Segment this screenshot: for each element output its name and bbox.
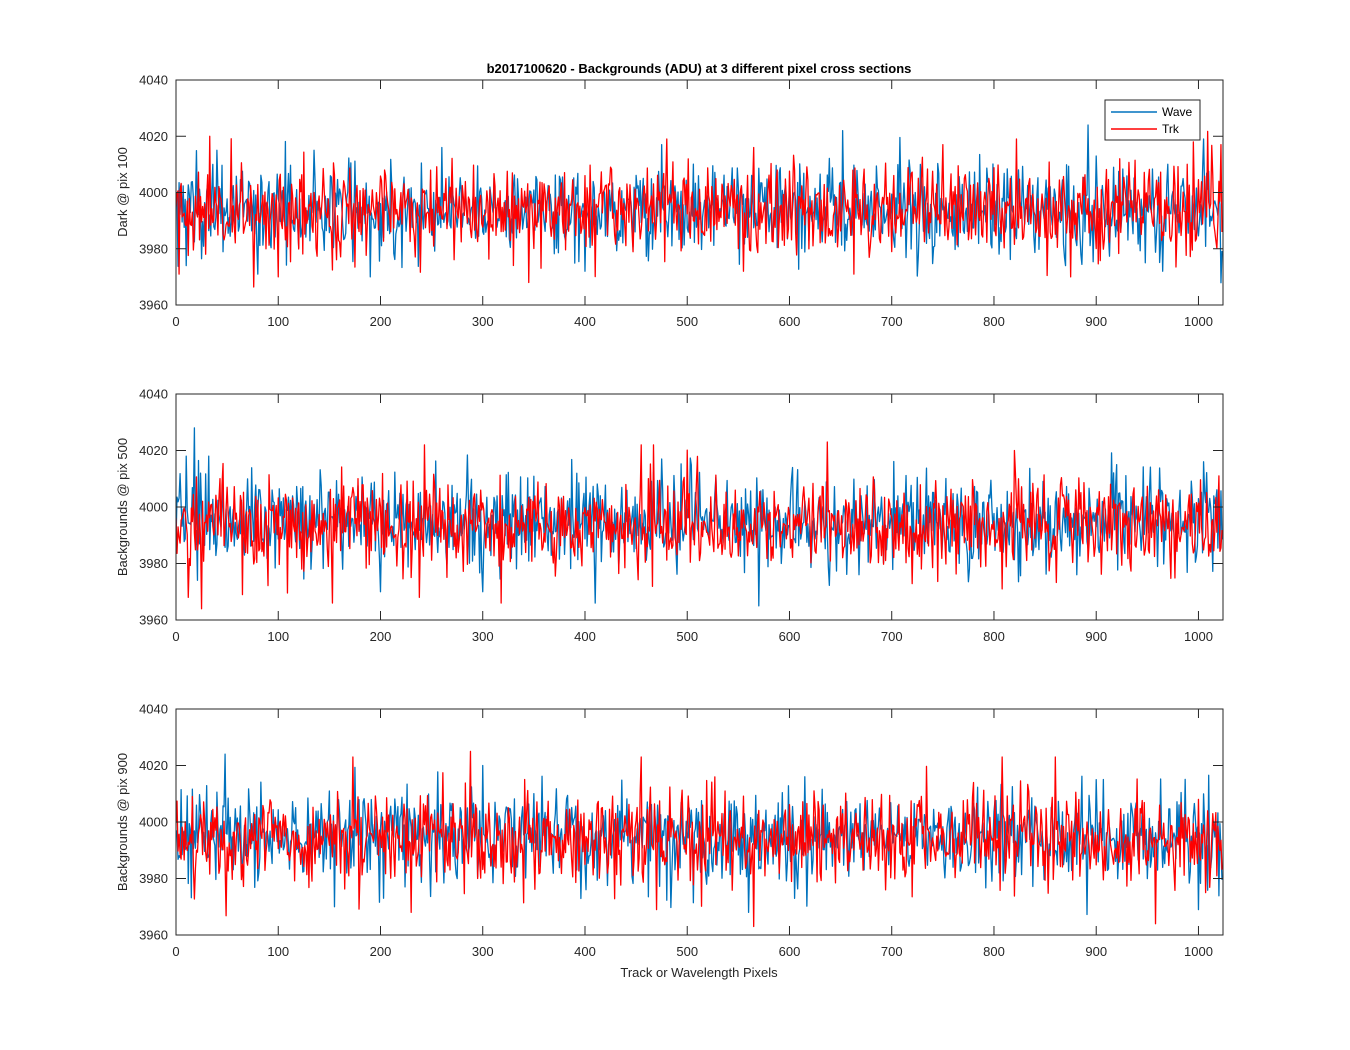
y-tick-label: 4000 <box>139 815 168 830</box>
x-tick-label: 400 <box>574 944 596 959</box>
legend-label-trk: Trk <box>1162 122 1180 136</box>
y-tick-label: 4020 <box>139 758 168 773</box>
x-tick-label: 200 <box>370 944 392 959</box>
x-tick-label: 800 <box>983 314 1005 329</box>
y-tick-label: 3980 <box>139 871 168 886</box>
x-tick-label: 200 <box>370 314 392 329</box>
x-tick-label: 300 <box>472 629 494 644</box>
x-tick-label: 500 <box>676 314 698 329</box>
panel-2: 0 100 200 300 400 500 600 700 800 900 1000 3960 3980… <box>115 387 1224 644</box>
x-tick-label: 200 <box>370 629 392 644</box>
y-tick-label: 4020 <box>139 443 168 458</box>
x-tick-label: 1000 <box>1184 944 1213 959</box>
x-tick-label: 100 <box>267 314 289 329</box>
chart-title: b2017100620 - Backgrounds (ADU) at 3 dif… <box>487 61 912 76</box>
x-axis-label: Track or Wavelength Pixels <box>620 965 778 980</box>
x-tick-label: 600 <box>779 944 801 959</box>
y-axis-label-1: Dark @ pix 100 <box>115 147 130 237</box>
x-tick-label: 0 <box>172 314 179 329</box>
x-tick-label: 500 <box>676 629 698 644</box>
series-line-trk-2 <box>176 441 1223 610</box>
y-tick-label: 3960 <box>139 613 168 628</box>
y-tick-label: 4040 <box>139 73 168 88</box>
y-tick-label: 3960 <box>139 298 168 313</box>
x-tick-label: 100 <box>267 944 289 959</box>
x-tick-label: 0 <box>172 629 179 644</box>
y-tick-label: 3980 <box>139 241 168 256</box>
series-line-trk-1 <box>176 130 1223 288</box>
x-tick-label: 700 <box>881 314 903 329</box>
series-line-trk-3 <box>176 750 1223 928</box>
x-tick-label: 400 <box>574 629 596 644</box>
x-tick-label: 700 <box>881 944 903 959</box>
x-tick-label: 600 <box>779 629 801 644</box>
x-tick-label: 300 <box>472 944 494 959</box>
x-tick-label: 0 <box>172 944 179 959</box>
x-tick-label: 700 <box>881 629 903 644</box>
x-tick-label: 500 <box>676 944 698 959</box>
x-tick-label: 400 <box>574 314 596 329</box>
y-axis-label-2: Backgrounds @ pix 500 <box>115 438 130 576</box>
panel-3: 0 100 200 300 400 500 600 700 800 900 1000 3960 3980… <box>115 702 1224 959</box>
x-tick-label: 800 <box>983 944 1005 959</box>
y-tick-label: 4040 <box>139 702 168 717</box>
x-tick-label: 1000 <box>1184 314 1213 329</box>
x-tick-label: 600 <box>779 314 801 329</box>
x-tick-label: 800 <box>983 629 1005 644</box>
y-tick-label: 4020 <box>139 129 168 144</box>
x-tick-label: 900 <box>1085 629 1107 644</box>
y-tick-label: 3980 <box>139 556 168 571</box>
legend-label-wave: Wave <box>1162 105 1193 119</box>
legend: Wave Trk <box>1104 99 1201 141</box>
y-tick-label: 3960 <box>139 928 168 943</box>
x-tick-label: 300 <box>472 314 494 329</box>
y-tick-label: 4000 <box>139 500 168 515</box>
y-axis-label-3: Backgrounds @ pix 900 <box>115 753 130 891</box>
y-tick-label: 4000 <box>139 185 168 200</box>
x-tick-label: 900 <box>1085 314 1107 329</box>
legend-box <box>1104 99 1201 141</box>
x-tick-label: 100 <box>267 629 289 644</box>
x-tick-label: 1000 <box>1184 629 1213 644</box>
y-tick-label: 4040 <box>139 387 168 402</box>
panel-1: 0 100 200 300 400 500 600 700 800 900 1000 3960 3980… <box>115 73 1224 329</box>
x-tick-label: 900 <box>1085 944 1107 959</box>
